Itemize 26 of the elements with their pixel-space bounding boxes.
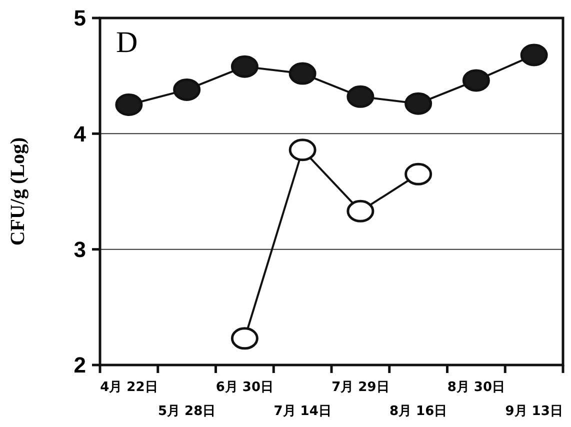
y-axis-title: CFU/g (Log) [7, 137, 29, 246]
point [173, 78, 201, 101]
point [230, 55, 258, 78]
point [462, 69, 490, 92]
y-tick-label: 3 [74, 237, 86, 262]
point [288, 138, 316, 162]
x-tick-label: 7月 29日 [332, 380, 390, 395]
x-tick-label: 4月 22日 [100, 380, 158, 395]
point [115, 94, 143, 116]
annotation: D [116, 26, 138, 59]
x-tick-label: 6月 30日 [216, 380, 274, 395]
point [404, 162, 432, 186]
point [404, 92, 432, 115]
x-tick-label: 7月 14日 [274, 404, 332, 419]
x-tick-label: 8月 30日 [447, 380, 506, 395]
point [346, 200, 374, 222]
point [230, 327, 258, 350]
x-tick-label: 9月 13日 [505, 404, 563, 419]
x-tick-label: 8月 16日 [389, 404, 448, 419]
y-tick-label: 4 [74, 121, 87, 146]
y-tick-label: 5 [74, 6, 86, 31]
y-tick-label: 2 [74, 352, 86, 378]
point [520, 44, 548, 66]
point [288, 62, 316, 85]
point [346, 85, 374, 108]
x-tick-label: 5月 28日 [158, 404, 216, 419]
